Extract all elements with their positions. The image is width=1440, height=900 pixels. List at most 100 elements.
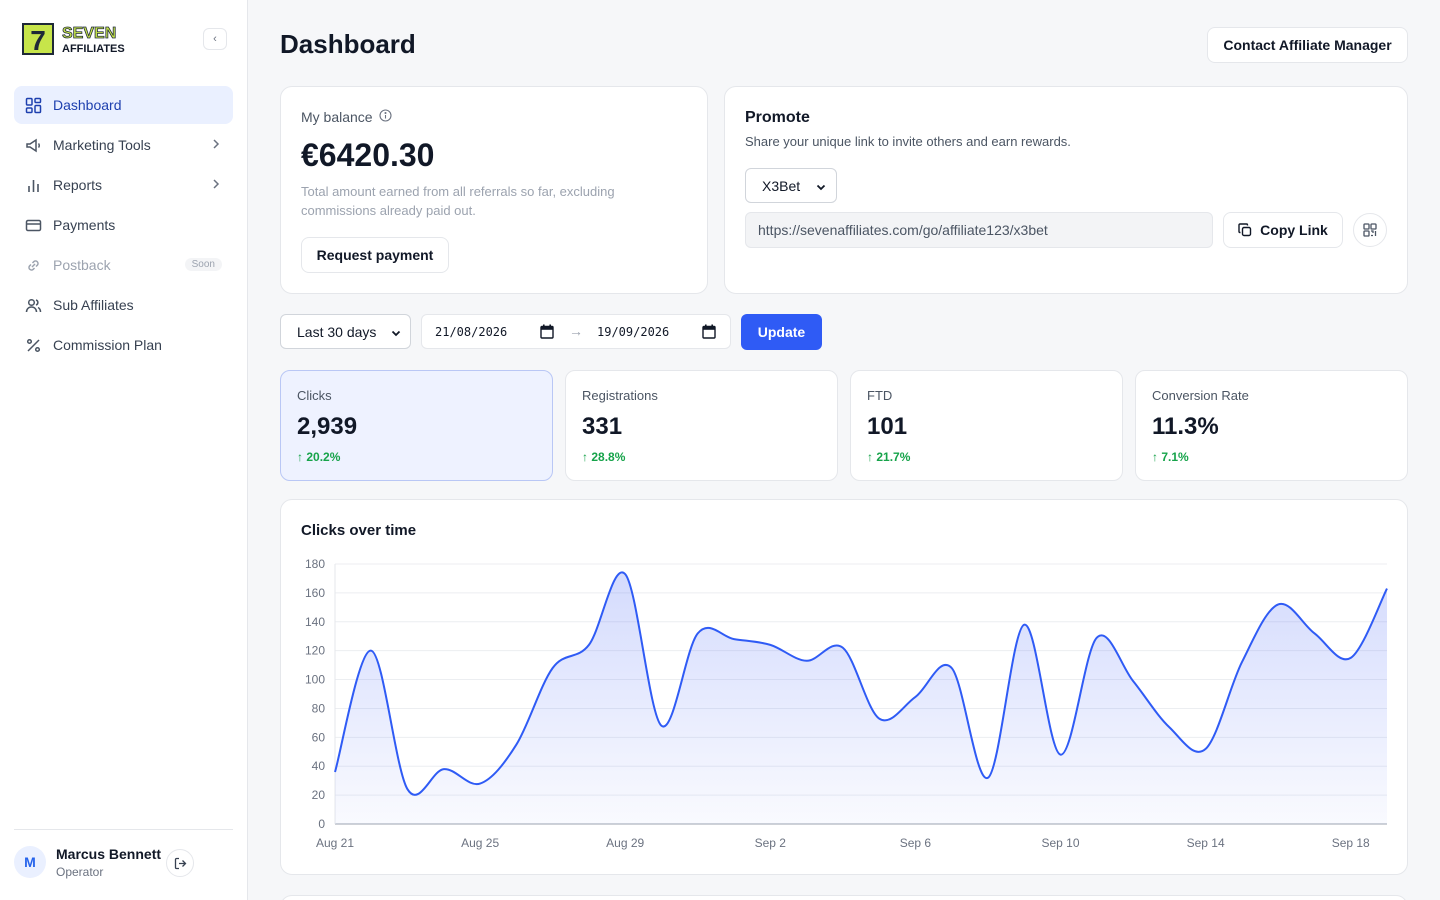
data-point[interactable] <box>402 783 414 795</box>
seven-affiliates-logo[interactable]: 7 SEVEN AFFILIATES <box>22 22 134 56</box>
stat-delta-value: 7.1% <box>1161 450 1189 464</box>
data-point[interactable] <box>329 766 341 778</box>
stat-value: 331 <box>582 413 623 440</box>
stat-label: FTD <box>867 388 893 403</box>
referral-link-field[interactable]: https://sevenaffiliates.com/go/affiliate… <box>745 212 1213 248</box>
clicks-series-line <box>334 571 1388 796</box>
sidebar-item-payments[interactable]: Payments <box>14 206 233 244</box>
data-point[interactable] <box>1055 749 1067 761</box>
data-point[interactable] <box>438 763 450 775</box>
y-tick-label: 160 <box>305 586 325 600</box>
data-point[interactable] <box>1381 583 1393 595</box>
arrow-up-icon: ↑ <box>1152 450 1158 464</box>
arrow-up-icon: ↑ <box>582 450 588 464</box>
logout-icon <box>174 857 186 869</box>
stat-value: 11.3% <box>1152 413 1219 440</box>
chevron-down-icon <box>815 180 827 196</box>
data-point[interactable] <box>873 713 885 725</box>
sidebar-nav: Dashboard Marketing Tools Reports Paymen… <box>14 86 233 366</box>
data-point[interactable] <box>365 645 377 657</box>
sidebar-item-dashboard[interactable]: Dashboard <box>14 86 233 124</box>
stat-delta: ↑ 28.8% <box>582 450 625 464</box>
clicks-chart-card: Clicks over time 0 20 40 60 80 100 120 140 160 18… <box>280 499 1408 875</box>
date-range-select[interactable]: Last 30 days <box>280 314 411 349</box>
chevron-right-icon <box>211 177 221 193</box>
avatar[interactable]: M <box>14 846 46 878</box>
data-point[interactable] <box>655 720 667 732</box>
sidebar-item-label: Payments <box>53 217 116 233</box>
date-from-input[interactable]: 21/08/2026 <box>435 325 508 339</box>
data-point[interactable] <box>1272 598 1284 610</box>
calendar-icon[interactable] <box>702 324 716 344</box>
data-point[interactable] <box>510 739 522 751</box>
info-icon[interactable] <box>379 109 392 125</box>
calendar-icon[interactable] <box>540 324 554 344</box>
y-tick-label: 140 <box>305 615 325 629</box>
sidebar-item-commission-plan[interactable]: Commission Plan <box>14 326 233 364</box>
data-point[interactable] <box>909 691 921 703</box>
stat-card-conversion-rate[interactable]: Conversion Rate 11.3% ↑ 7.1% <box>1135 370 1408 481</box>
logout-button[interactable] <box>166 849 194 877</box>
data-point[interactable] <box>728 633 740 645</box>
copy-link-label: Copy Link <box>1260 222 1328 238</box>
data-point[interactable] <box>1345 652 1357 664</box>
qr-code-button[interactable] <box>1353 213 1387 247</box>
contact-affiliate-manager-button[interactable]: Contact Affiliate Manager <box>1207 27 1408 63</box>
user-panel: M Marcus Bennett Operator <box>14 829 233 900</box>
stat-card-clicks[interactable]: Clicks 2,939 ↑ 20.2% <box>280 370 553 481</box>
y-tick-label: 20 <box>312 788 326 802</box>
sidebar-item-label: Marketing Tools <box>53 137 151 153</box>
data-point[interactable] <box>619 568 631 580</box>
stat-card-registrations[interactable]: Registrations 331 ↑ 28.8% <box>565 370 838 481</box>
sidebar-item-label: Sub Affiliates <box>53 297 134 313</box>
balance-card: My balance €6420.30 Total amount earned … <box>280 86 708 294</box>
data-point[interactable] <box>764 639 776 651</box>
data-point[interactable] <box>1127 675 1139 687</box>
chevron-down-icon <box>390 326 402 342</box>
x-tick-label: Sep 14 <box>1187 836 1225 850</box>
data-point[interactable] <box>1200 743 1212 755</box>
sidebar-item-label: Commission Plan <box>53 337 162 353</box>
sidebar-item-postback[interactable]: Postback Soon <box>14 246 233 284</box>
data-point[interactable] <box>1163 721 1175 733</box>
data-point[interactable] <box>1018 619 1030 631</box>
stat-label: Registrations <box>582 388 658 403</box>
data-point[interactable] <box>474 778 486 790</box>
data-point[interactable] <box>547 662 559 674</box>
user-role: Operator <box>56 865 104 879</box>
stat-delta-value: 20.2% <box>306 450 341 464</box>
data-point[interactable] <box>801 655 813 667</box>
stat-label: Conversion Rate <box>1152 388 1249 403</box>
data-point[interactable] <box>583 639 595 651</box>
request-payment-button[interactable]: Request payment <box>301 237 449 273</box>
copy-link-button[interactable]: Copy Link <box>1223 212 1343 248</box>
y-tick-label: 0 <box>318 817 325 831</box>
data-point[interactable] <box>1308 627 1320 639</box>
link-icon <box>25 257 42 274</box>
sidebar-item-reports[interactable]: Reports <box>14 166 233 204</box>
collapse-sidebar-button[interactable]: ‹ <box>203 28 227 50</box>
brand-select[interactable]: X3Bet <box>745 168 837 203</box>
chart-title: Clicks over time <box>301 522 417 539</box>
stat-card-ftd[interactable]: FTD 101 ↑ 21.7% <box>850 370 1123 481</box>
sidebar-item-label: Postback <box>53 257 111 273</box>
stat-value: 101 <box>867 413 908 440</box>
stat-value: 2,939 <box>297 413 358 440</box>
svg-text:7: 7 <box>30 25 46 56</box>
data-point[interactable] <box>1236 656 1248 668</box>
stat-delta: ↑ 21.7% <box>867 450 910 464</box>
data-point[interactable] <box>946 662 958 674</box>
data-point[interactable] <box>837 642 849 654</box>
x-tick-label: Aug 25 <box>461 836 499 850</box>
promote-subtitle: Share your unique link to invite others … <box>745 134 1071 149</box>
y-tick-label: 120 <box>305 644 325 658</box>
data-point[interactable] <box>692 627 704 639</box>
data-point[interactable] <box>1091 632 1103 644</box>
date-to-input[interactable]: 19/09/2026 <box>597 325 670 339</box>
sidebar-item-label: Reports <box>53 177 103 193</box>
data-point[interactable] <box>982 772 994 784</box>
update-button[interactable]: Update <box>741 314 822 350</box>
sidebar-item-marketing-tools[interactable]: Marketing Tools <box>14 126 233 164</box>
users-icon <box>25 297 42 314</box>
sidebar-item-sub-affiliates[interactable]: Sub Affiliates <box>14 286 233 324</box>
